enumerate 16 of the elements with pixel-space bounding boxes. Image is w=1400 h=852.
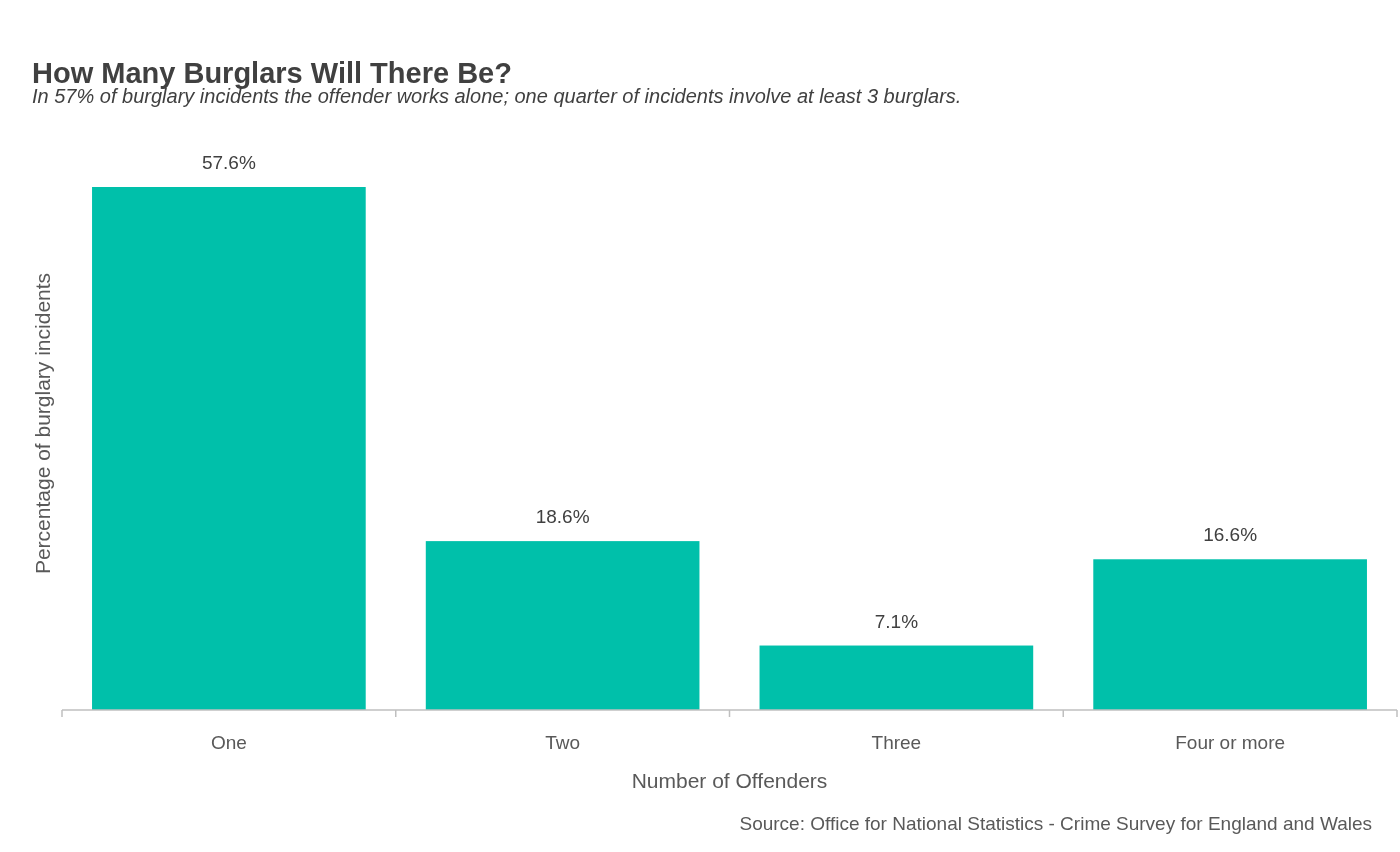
data-label: 7.1% — [874, 610, 919, 632]
chart-title: How Many Burglars Will There Be? — [32, 57, 512, 89]
source-note: Source: Office for National Statistics - Crime Survey for England and Wales — [739, 813, 1372, 834]
bar — [759, 645, 1034, 710]
data-label: 57.6% — [201, 152, 256, 173]
x-axis-title: Number of Offenders — [631, 769, 828, 792]
x-tick-label: Two — [545, 732, 581, 753]
x-tick-label: Four or more — [1175, 732, 1286, 753]
bar — [425, 541, 700, 710]
y-axis-title: Percentage of burglary incidents — [31, 272, 54, 575]
bar — [1093, 559, 1367, 710]
data-label: 16.6% — [1203, 524, 1258, 546]
x-tick-label: One — [210, 732, 247, 753]
x-tick-label: Three — [871, 732, 922, 753]
bar — [92, 187, 366, 710]
data-label: 18.6% — [535, 506, 590, 528]
